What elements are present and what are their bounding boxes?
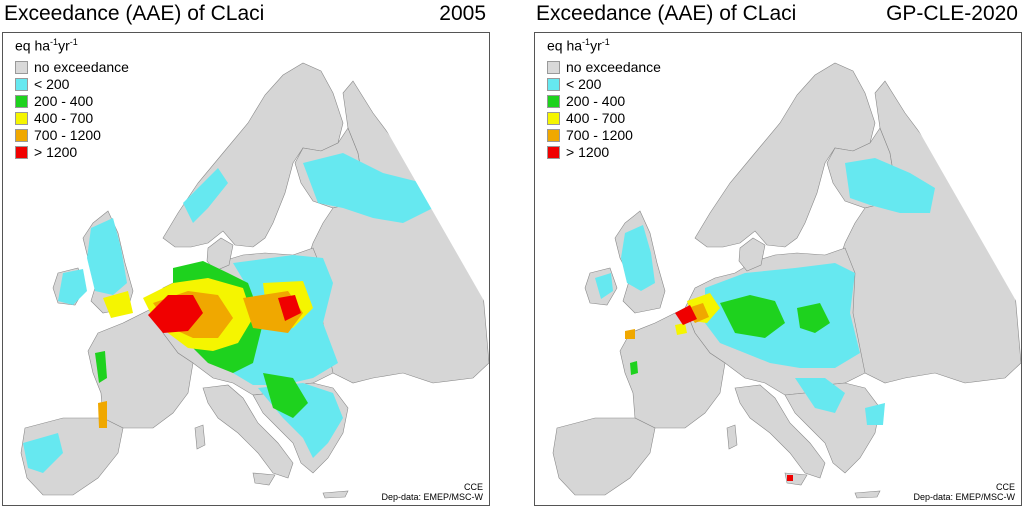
title-row: Exceedance (AAE) of CLaci GP-CLE-2020: [536, 2, 1018, 32]
credit-dep-data: Dep-data: EMEP/MSC-W: [381, 492, 483, 502]
map-frame: eq ha-1yr-1 no exceedance < 200 200 - 40…: [534, 32, 1022, 506]
swatch: [547, 60, 560, 74]
legend-item-400-700: 400 - 700: [15, 110, 129, 127]
legend-unit: eq ha-1yr-1: [15, 37, 78, 54]
class-lt-200: [595, 158, 935, 425]
map-title: Exceedance (AAE) of CLaci: [536, 2, 797, 25]
legend-item-gt-1200: > 1200: [15, 144, 129, 161]
class-200-400: [630, 295, 830, 375]
legend: eq ha-1yr-1 no exceedance < 200 200 - 40…: [15, 37, 129, 161]
legend-item-400-700: 400 - 700: [547, 110, 661, 127]
denmark-landmass: [738, 237, 766, 272]
title-row: Exceedance (AAE) of CLaci 2005: [4, 2, 486, 32]
credit-cce: CCE: [463, 482, 483, 492]
swatch: [547, 77, 560, 91]
legend-item-gt-1200: > 1200: [547, 144, 661, 161]
legend-item-lt-200: < 200: [547, 76, 661, 93]
scenario-label: 2005: [439, 2, 486, 25]
legend-item-200-400: 200 - 400: [547, 93, 661, 110]
swatch: [15, 77, 28, 91]
map-title: Exceedance (AAE) of CLaci: [4, 2, 265, 25]
grid-domain-edge: [880, 33, 1021, 310]
class-gt-1200: [148, 295, 301, 333]
credit: CCE Dep-data: EMEP/MSC-W: [381, 482, 483, 502]
grid-domain-edge: [348, 33, 489, 310]
credit: CCE Dep-data: EMEP/MSC-W: [913, 482, 1015, 502]
crete-landmass: [322, 490, 349, 499]
europe-map: [552, 33, 1021, 499]
legend-item-no-exceedance: no exceedance: [547, 59, 661, 76]
italy-landmass: [734, 384, 826, 479]
legend-unit: eq ha-1yr-1: [547, 37, 610, 54]
crete-landmass: [854, 490, 881, 499]
exceedance-cells: [23, 153, 433, 473]
sardinia-landmass: [726, 424, 738, 450]
italy-landmass: [202, 384, 294, 479]
credit-dep-data: Dep-data: EMEP/MSC-W: [913, 492, 1015, 502]
credit-cce: CCE: [995, 482, 1015, 492]
swatch: [15, 128, 28, 142]
swatch: [547, 145, 560, 159]
map-panel-2005: Exceedance (AAE) of CLaci 2005: [0, 0, 492, 510]
swatch: [15, 111, 28, 125]
legend-item-700-1200: 700 - 1200: [15, 127, 129, 144]
map-frame: eq ha-1yr-1 no exceedance < 200 200 - 40…: [2, 32, 490, 506]
map-panel-gp-cle-2020: Exceedance (AAE) of CLaci GP-CLE-2020: [532, 0, 1024, 510]
swatch: [15, 94, 28, 108]
denmark-landmass: [206, 237, 234, 272]
swatch: [15, 145, 28, 159]
swatch: [547, 94, 560, 108]
class-gt-1200: [675, 305, 793, 481]
legend-item-lt-200: < 200: [15, 76, 129, 93]
legend-item-700-1200: 700 - 1200: [547, 127, 661, 144]
sardinia-landmass: [194, 424, 206, 450]
legend-item-200-400: 200 - 400: [15, 93, 129, 110]
swatch: [547, 111, 560, 125]
exceedance-cells: [595, 158, 935, 481]
europe-map: [20, 33, 489, 499]
swatch: [15, 60, 28, 74]
legend-item-no-exceedance: no exceedance: [15, 59, 129, 76]
swatch: [547, 128, 560, 142]
iberia-landmass: [552, 417, 656, 496]
sicily-landmass: [252, 472, 276, 486]
legend: eq ha-1yr-1 no exceedance < 200 200 - 40…: [547, 37, 661, 161]
scenario-label: GP-CLE-2020: [886, 2, 1018, 25]
